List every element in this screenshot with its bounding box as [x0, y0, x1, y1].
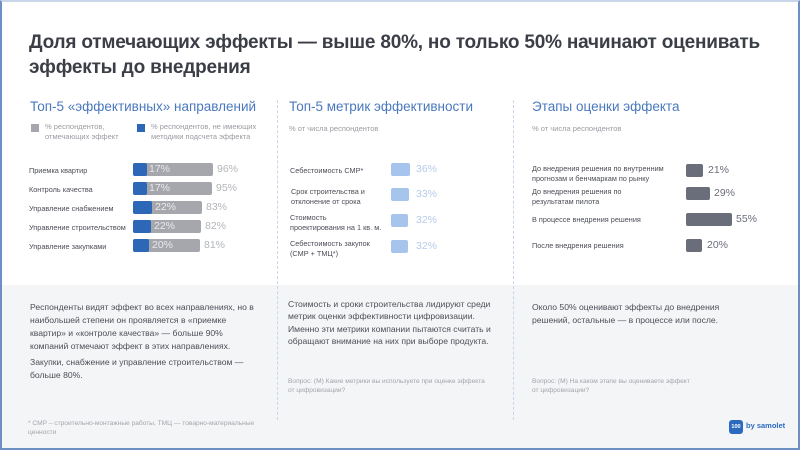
- bar-stage: [686, 213, 732, 226]
- bar-value: 32%: [416, 240, 438, 252]
- metrics-subtitle: % от числа респондентов: [289, 124, 379, 133]
- bar-value: 20%: [707, 239, 729, 251]
- bar-outer-value: 83%: [206, 201, 228, 213]
- bar-inner-value: 17%: [149, 163, 171, 175]
- stages-subtitle: % от числа респондентов: [532, 124, 622, 133]
- slide-title: Доля отмечающих эффекты — выше 80%, но т…: [29, 32, 760, 78]
- bar-inner-value: 22%: [155, 201, 177, 213]
- row-label: До внедрения решения по результатам пило…: [532, 187, 622, 206]
- row-label: После внедрения решения: [532, 241, 624, 250]
- bar-no-method: [133, 239, 149, 252]
- row-label: Управление строительством: [29, 223, 126, 232]
- row-label: Себестоимость закупок (СМР + ТМЦ*): [290, 239, 370, 258]
- bar-effect: [133, 163, 213, 176]
- row-label: В процессе внедрения решения: [532, 215, 641, 224]
- bar-value: 33%: [416, 188, 438, 200]
- row-label: Управление закупками: [29, 242, 107, 251]
- stages-question: Вопрос: (М) На каком этапе вы оцениваете…: [532, 378, 690, 394]
- bar-metric: [391, 163, 410, 176]
- bar-outer-value: 95%: [216, 182, 238, 194]
- row-label: Себестоимость СМР*: [290, 166, 364, 175]
- bar-outer-value: 96%: [217, 163, 239, 175]
- commentary-area: [2, 285, 798, 448]
- bar-no-method: [133, 163, 147, 176]
- bar-stage: [686, 164, 703, 177]
- row-label: Стоимость проектирования на 1 кв. м.: [290, 213, 382, 232]
- directions-title: Топ-5 «эффективных» направлений: [30, 99, 257, 114]
- row-label: Срок строительства и отклонение от срока: [291, 187, 365, 206]
- bar-value: 36%: [416, 163, 438, 175]
- bar-metric: [391, 240, 408, 253]
- bar-value: 55%: [736, 213, 758, 225]
- footnote: * СМР – строительно-монтажные работы, ТМ…: [28, 420, 255, 436]
- bar-value: 21%: [708, 164, 730, 176]
- metrics-question: Вопрос: (М) Какие метрики вы используете…: [288, 378, 485, 394]
- bar-inner-value: 22%: [154, 220, 176, 232]
- directions-commentary-2: Закупки, снабжение и управление строител…: [30, 357, 244, 380]
- bar-no-method: [133, 201, 152, 214]
- metrics-commentary: Стоимость и сроки строительства лидируют…: [288, 299, 491, 346]
- bar-inner-value: 17%: [149, 182, 171, 194]
- samolet-logo-text: by samolet: [746, 421, 786, 430]
- metrics-title: Топ-5 метрик эффективности: [289, 99, 473, 114]
- bar-outer-value: 81%: [204, 239, 226, 251]
- divider-2: [513, 100, 514, 420]
- bar-inner-value: 20%: [152, 239, 174, 251]
- bar-value: 32%: [416, 214, 438, 226]
- legend-label-no-method: % респондентов, не имеющих методики подс…: [151, 122, 257, 141]
- row-label: Приемка квартир: [29, 166, 88, 175]
- bar-metric: [391, 214, 408, 227]
- directions-commentary-1: Респонденты видят эффект во всех направл…: [30, 302, 254, 351]
- row-label: Управление снабжением: [29, 204, 114, 213]
- row-label: До внедрения решения по внутренним прогн…: [532, 164, 664, 183]
- legend-label-effect: % респондентов, отмечающих эффект: [45, 122, 119, 141]
- bar-effect: [133, 239, 200, 252]
- samolet-logo-icon: 100: [729, 420, 743, 434]
- row-label: Контроль качества: [29, 185, 93, 194]
- bar-no-method: [133, 220, 151, 233]
- legend-swatch-blue: [137, 124, 145, 132]
- bar-stage: [686, 239, 702, 252]
- bar-outer-value: 82%: [205, 220, 227, 232]
- divider-1: [277, 100, 278, 420]
- stages-commentary: Около 50% оценивают эффекты до внедрения…: [532, 302, 720, 325]
- bar-no-method: [133, 182, 147, 195]
- bar-value: 29%: [714, 187, 736, 199]
- legend-swatch-gray: [31, 124, 39, 132]
- bar-effect: [133, 182, 212, 195]
- bar-stage: [686, 187, 710, 200]
- bar-metric: [391, 188, 409, 201]
- stages-title: Этапы оценки эффекта: [532, 99, 680, 114]
